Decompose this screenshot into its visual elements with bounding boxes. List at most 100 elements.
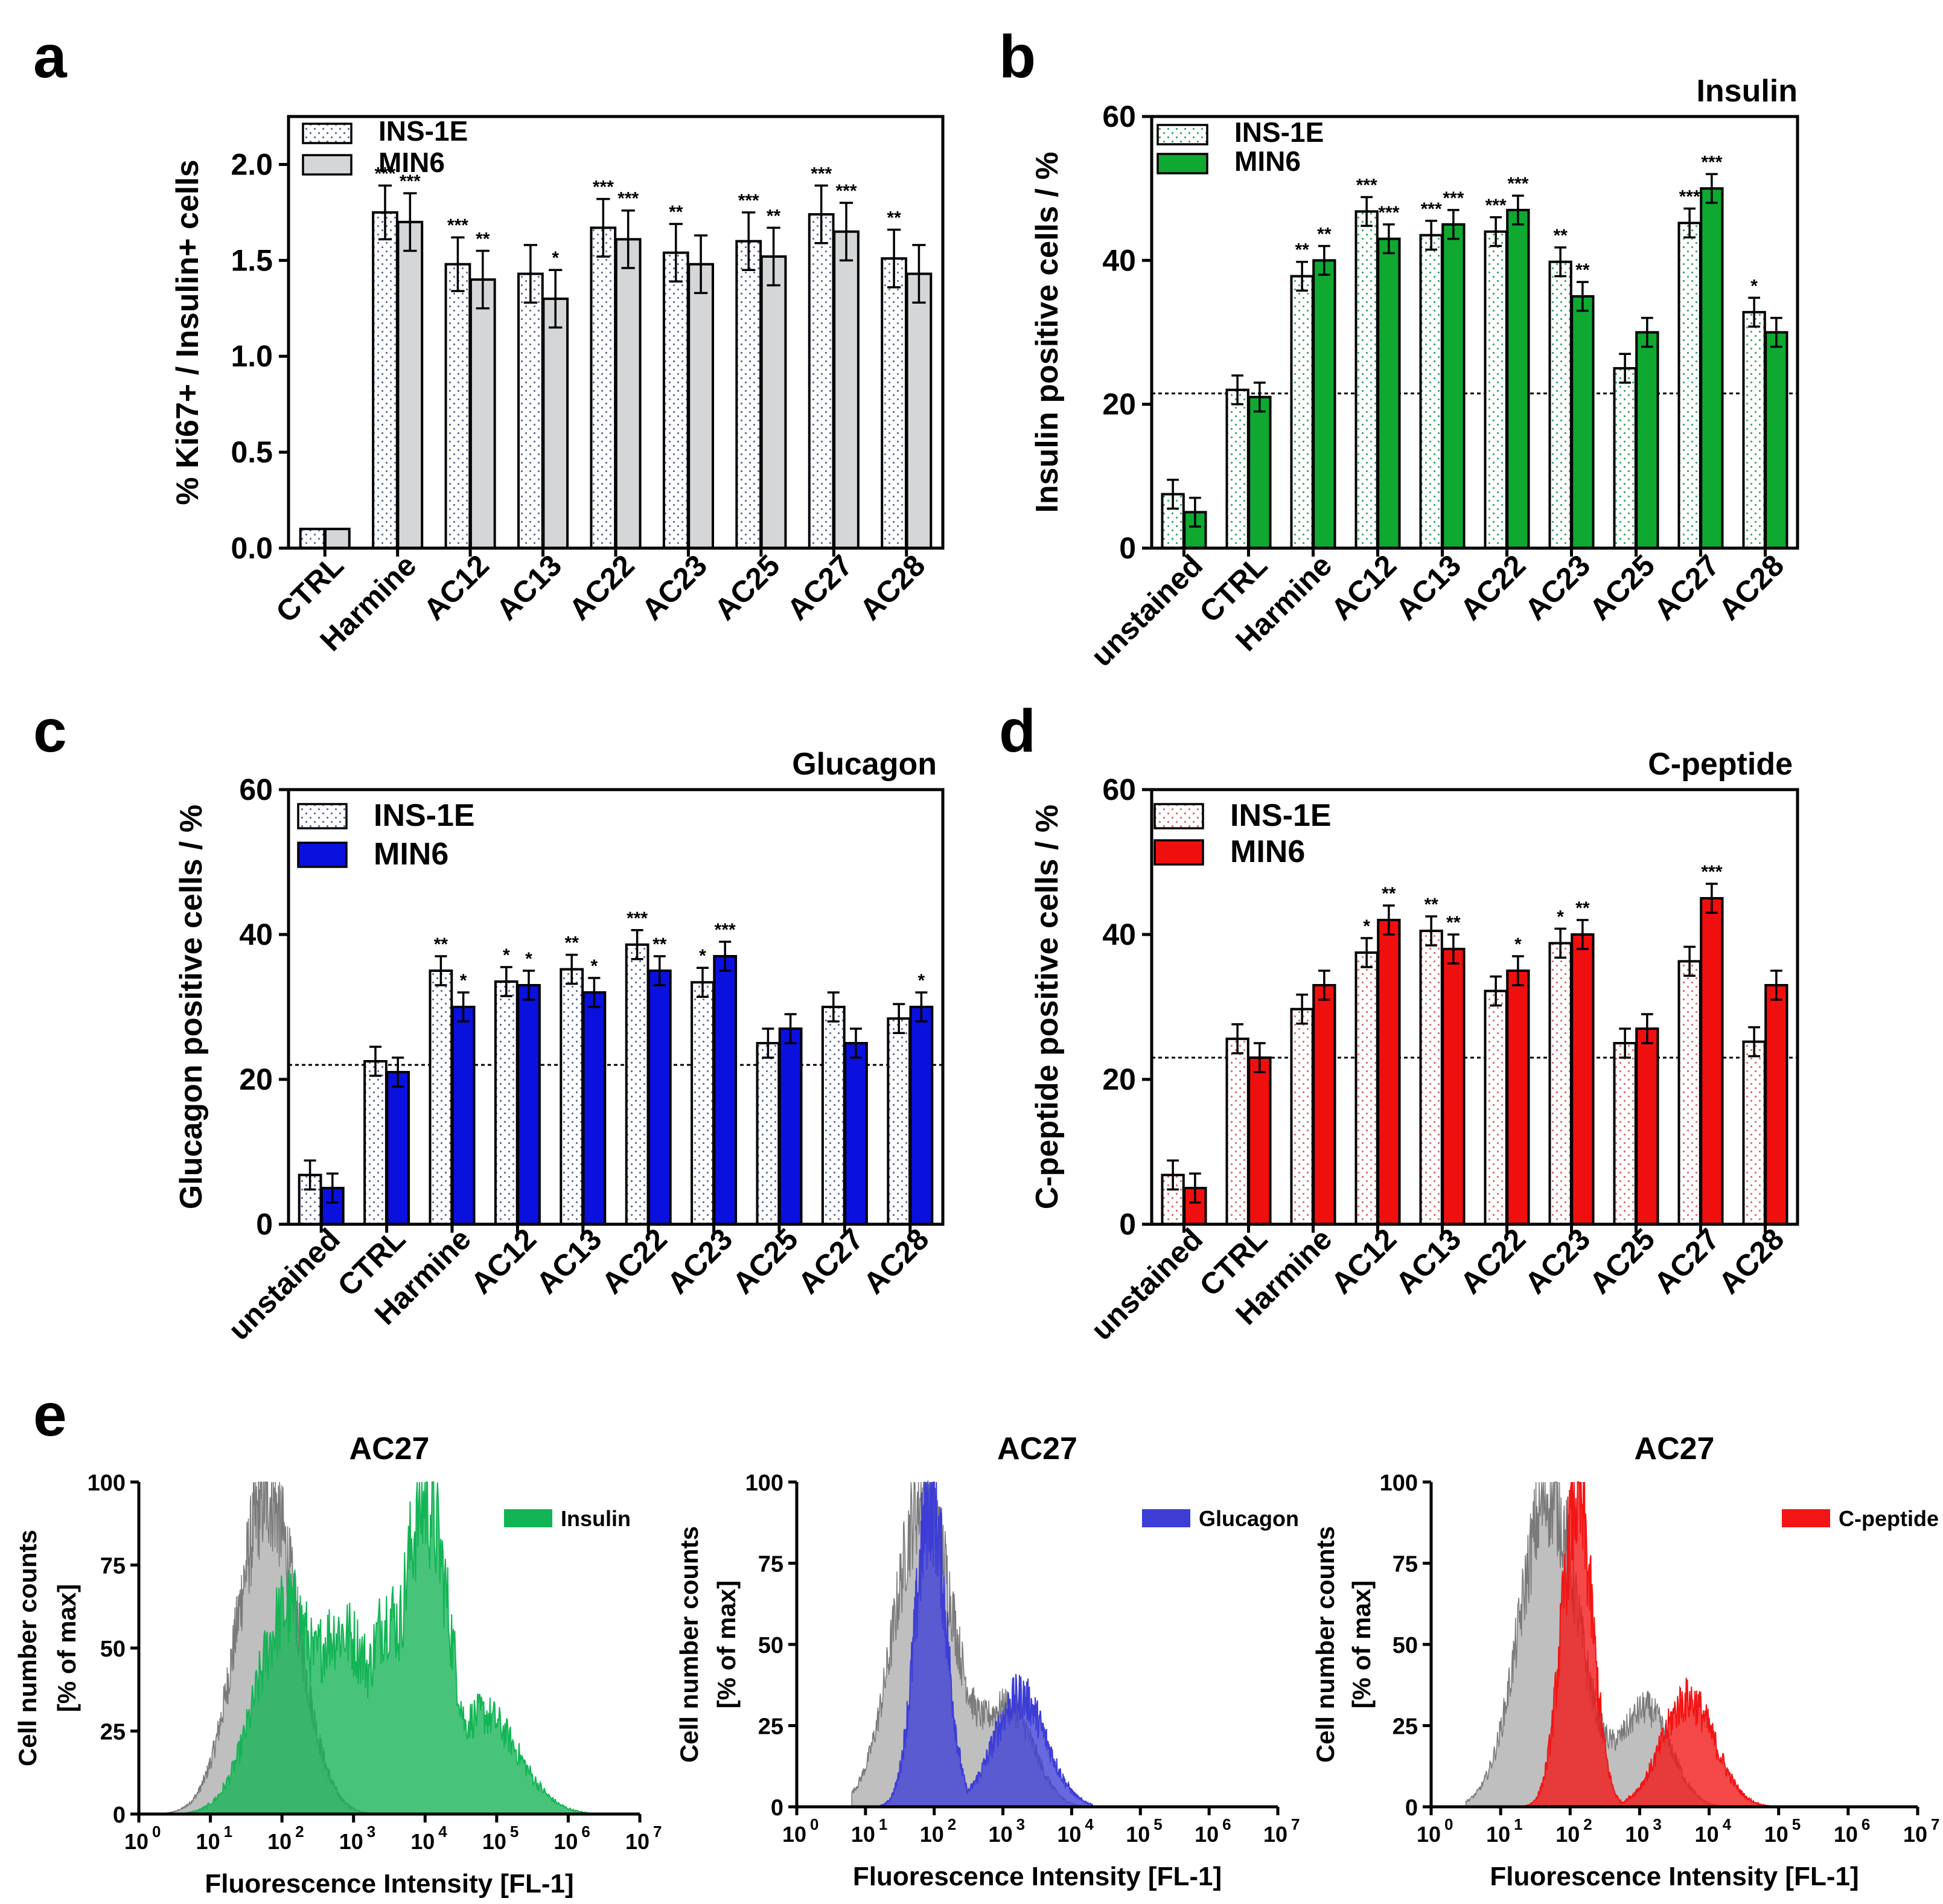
x-tick-base: 10	[851, 1822, 875, 1847]
x-tick-label-ac22: AC22	[1453, 548, 1532, 627]
y-tick-label: 0	[256, 1207, 273, 1241]
y-tick-label: 0	[1405, 1795, 1418, 1821]
x-tick-base: 10	[1695, 1822, 1719, 1847]
significance-label: *	[591, 956, 598, 976]
x-tick-base: 10	[1126, 1822, 1150, 1847]
y-tick-label: 40	[1102, 243, 1136, 277]
bar-min6-ctrl	[1248, 395, 1272, 549]
legend-label-min6: MIN6	[374, 837, 448, 872]
x-tick-base: 10	[1764, 1822, 1788, 1847]
panel-letter-c: c	[33, 697, 67, 765]
x-tick-exponent: 6	[1862, 1815, 1870, 1833]
legend-swatch	[1142, 1509, 1190, 1527]
x-tick-label-ac27: AC27	[780, 548, 859, 627]
x-tick-label-unstained: unstained	[222, 1222, 346, 1347]
histogram-title: AC27	[1635, 1431, 1715, 1466]
significance-label: ***	[715, 920, 736, 940]
significance-label: *	[699, 946, 706, 966]
bar-min6-ac13	[582, 991, 607, 1225]
x-tick-exponent: 4	[1723, 1815, 1732, 1833]
y-tick-label: 0.5	[231, 435, 273, 469]
x-axis-label: Fluorescence Intensity [FL-1]	[205, 1869, 573, 1899]
y-tick-label: 25	[100, 1720, 126, 1745]
y-tick-label: 0	[1119, 1207, 1136, 1241]
bar-ins-1e-ctrl	[363, 1060, 388, 1225]
x-tick-exponent: 2	[1583, 1815, 1592, 1833]
x-tick-base: 10	[989, 1822, 1013, 1847]
x-tick-base: 10	[1417, 1822, 1441, 1847]
x-tick-exponent: 2	[948, 1815, 956, 1833]
panel-title: C-peptide	[1648, 747, 1793, 782]
x-tick-label-ac28: AC28	[853, 548, 932, 627]
y-tick-label: 75	[758, 1552, 783, 1577]
x-tick-label-ac23: AC23	[660, 1222, 739, 1300]
significance-label: ***	[617, 189, 639, 209]
bar-ins-1e-ac23	[1548, 942, 1572, 1226]
bar-min6-harmine	[451, 1006, 476, 1225]
legend-swatch-ins-1e	[302, 123, 353, 144]
x-tick-exponent: 6	[1222, 1815, 1231, 1833]
significance-label: ***	[447, 216, 468, 235]
y-tick-label: 100	[1380, 1471, 1418, 1496]
significance-label: ***	[811, 164, 832, 184]
legend-swatch-min6	[1153, 839, 1204, 866]
y-axis-label-line1: Cell number counts	[1311, 1526, 1339, 1763]
bar-ins-1e-ac13	[560, 968, 584, 1225]
bar-min6-ac23	[1571, 295, 1595, 549]
bar-ins-1e-ac23	[691, 981, 715, 1225]
bar-min6-ctrl	[1248, 1056, 1272, 1225]
significance-label: ***	[1485, 196, 1507, 216]
y-axis-label-line2: [% of max]	[1347, 1580, 1376, 1708]
x-tick-label-ac13: AC13	[1389, 548, 1467, 627]
bar-min6-ac25	[760, 255, 787, 549]
x-tick-base: 10	[1555, 1822, 1580, 1847]
histogram-title: AC27	[349, 1431, 430, 1466]
x-tick-label-ac13: AC13	[530, 1222, 608, 1300]
legend-label: Glucagon	[1199, 1506, 1299, 1531]
significance-label: ***	[400, 171, 421, 191]
bar-min6-ac12	[1377, 237, 1401, 550]
legend-label: C-peptide	[1839, 1506, 1939, 1531]
bar-min6-ac13	[1441, 948, 1466, 1225]
bar-min6-harmine	[1312, 259, 1336, 549]
x-tick-label-ac12: AC12	[1324, 1222, 1403, 1300]
bar-min6-ac22	[614, 238, 642, 549]
significance-label: **	[767, 206, 781, 226]
significance-label: **	[1382, 884, 1396, 904]
x-tick-label-ac25: AC25	[1583, 1222, 1661, 1300]
x-tick-exponent: 1	[224, 1823, 232, 1841]
histogram-sample-c-peptide	[1493, 1481, 1794, 1807]
x-tick-base: 10	[920, 1822, 944, 1847]
y-tick-label: 1.0	[231, 339, 273, 373]
x-tick-label-ac28: AC28	[857, 1222, 936, 1300]
x-tick-exponent: 3	[1653, 1815, 1661, 1833]
plot-frame	[1150, 115, 1799, 550]
x-tick-base: 10	[1057, 1822, 1081, 1847]
bar-min6-ac25	[778, 1027, 803, 1225]
y-axis-label-line2: [% of max]	[712, 1580, 741, 1708]
x-tick-label-ac13: AC13	[1389, 1222, 1467, 1300]
significance-label: **	[652, 934, 667, 954]
significance-label: *	[1557, 907, 1564, 927]
significance-label: ***	[1421, 199, 1442, 219]
histogram-sample-insulin	[181, 1481, 590, 1815]
y-tick-label: 60	[1102, 100, 1136, 133]
legend-label-min6: MIN6	[1234, 145, 1301, 177]
bar-min6-ac25	[1635, 1027, 1659, 1225]
significance-label: **	[887, 208, 901, 228]
x-tick-base: 10	[1625, 1822, 1649, 1847]
y-axis-label: % Ki67+ / Insulin+ cells	[170, 159, 205, 505]
x-tick-label-ac27: AC27	[1647, 1222, 1726, 1300]
x-tick-exponent: 7	[653, 1823, 662, 1841]
bar-ins-1e-ctrl	[1225, 388, 1249, 549]
significance-label: ***	[1378, 203, 1399, 223]
bar-min6-ac23	[713, 955, 738, 1225]
x-tick-label-unstained: unstained	[1085, 548, 1210, 673]
y-tick-label: 50	[758, 1633, 783, 1658]
bar-min6-ac23	[688, 263, 714, 549]
y-tick-label: 75	[100, 1554, 126, 1579]
x-tick-exponent: 5	[1792, 1815, 1801, 1833]
y-axis-label: Insulin positive cells / %	[1030, 152, 1065, 513]
bar-ins-1e-ac12	[444, 263, 471, 549]
